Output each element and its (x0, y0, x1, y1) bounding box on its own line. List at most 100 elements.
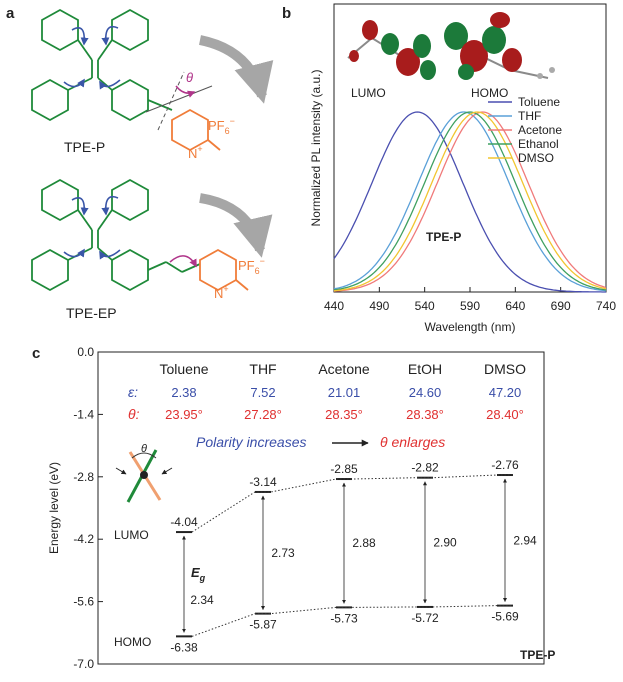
theta-value: 23.95° (165, 407, 203, 422)
gap-value: 2.73 (271, 546, 295, 560)
epsilon-value: 24.60 (409, 385, 442, 400)
legend-label: DMSO (518, 151, 554, 165)
pyridinium-ring (199, 248, 249, 292)
phenyl-ring (41, 8, 79, 52)
panel-a: a θ (6, 5, 274, 321)
panel-a-label: a (6, 5, 15, 22)
phenyl-ring (31, 248, 69, 292)
lumo-value: -4.04 (170, 515, 198, 529)
lumo-axis-label: LUMO (114, 528, 149, 542)
legend-label: Ethanol (518, 137, 559, 151)
rotation-arrows (63, 25, 121, 90)
panel-c: c 0.0 -1.4 -2.8 -4.2 -5.6 -7.0 Energy level (… (32, 345, 555, 671)
epsilon-value: 47.20 (489, 385, 522, 400)
gap-symbol: Eg (191, 565, 206, 583)
counterion: PF6− (208, 116, 235, 136)
gap-value: 2.90 (433, 535, 457, 549)
lumo-value: -3.14 (249, 475, 277, 489)
epsilon-symbol: ε: (128, 384, 138, 400)
tpe-p-structure (31, 8, 173, 122)
solvent-header: Acetone (318, 361, 370, 377)
process-arrow (198, 35, 274, 104)
rotation-arrows (63, 195, 121, 260)
homo-axis-label: HOMO (114, 635, 151, 649)
y-axis-title: Energy level (eV) (47, 462, 61, 554)
homo-value: -5.72 (411, 611, 439, 625)
pl-spectra (333, 111, 607, 293)
pyridinium-n: N+ (214, 284, 229, 301)
phenyl-ring (111, 248, 149, 292)
panel-b-label: b (282, 5, 291, 22)
x-tick-label: 590 (460, 299, 480, 313)
legend-label: Toluene (518, 95, 560, 109)
y-tick-label: -1.4 (73, 407, 94, 421)
homo-value: -5.87 (249, 618, 277, 632)
phenyl-ring (31, 78, 69, 122)
vinyl-rotation-arrow (169, 255, 197, 268)
epsilon-value: 2.38 (171, 385, 196, 400)
lumo-label: LUMO (351, 86, 386, 100)
pyridinium-n: N+ (188, 144, 203, 161)
plot-frame (97, 351, 545, 665)
phenyl-ring (111, 8, 149, 52)
epsilon-value: 21.01 (328, 385, 361, 400)
homo-trend-line (191, 605, 513, 637)
x-tick-label: 640 (505, 299, 525, 313)
phenyl-ring (41, 178, 79, 222)
y-tick-label: -4.2 (73, 532, 94, 546)
lumo-orbital-image (347, 20, 436, 80)
phenyl-ring (111, 78, 149, 122)
y-axis-title: Normalized PL intensity (a.u.) (309, 70, 323, 227)
solvent-header: Toluene (159, 361, 208, 377)
y-tick-label: -5.6 (73, 595, 94, 609)
chart-c-title: TPE-P (520, 648, 555, 662)
theta-symbol: θ: (128, 406, 140, 422)
x-tick-label: 540 (415, 299, 435, 313)
counterion: PF6− (238, 256, 265, 276)
molecule-label-tpe-ep: TPE-EP (66, 305, 117, 321)
trend-polarity: Polarity increases (196, 434, 307, 450)
homo-label: HOMO (471, 86, 508, 100)
pyridinium-ring (171, 108, 221, 152)
gap-value: 2.94 (513, 533, 537, 547)
homo-value: -5.69 (491, 610, 519, 624)
theta-value: 28.40° (486, 407, 524, 422)
x-tick-label: 490 (369, 299, 389, 313)
theta-value: 28.35° (325, 407, 363, 422)
series-line-acetone (333, 111, 607, 292)
series-line-ethanol (333, 111, 607, 291)
tpe-ep-structure (31, 178, 201, 292)
theta-value: 28.38° (406, 407, 444, 422)
gap-value: 2.34 (190, 593, 214, 607)
x-axis: 440 490 540 590 640 690 740 (324, 287, 616, 313)
panel-b: b 440 490 540 590 640 690 740 TolueneTHFAceton… (282, 3, 616, 334)
phenyl-ring (111, 178, 149, 222)
y-tick-label: -2.8 (73, 470, 94, 484)
solvent-header: DMSO (484, 361, 526, 377)
y-tick-label: 0.0 (77, 345, 94, 359)
cross-theta: θ (141, 443, 147, 455)
energy-levels: -4.04 -6.38 2.34 -3.14 -5.87 2.73 -2.85 -5.73 2.… (170, 458, 537, 654)
solvent-header: THF (249, 361, 276, 377)
homo-value: -6.38 (170, 640, 198, 654)
x-tick-label: 440 (324, 299, 344, 313)
epsilon-value: 7.52 (250, 385, 275, 400)
series-line-toluene (333, 111, 606, 293)
lumo-value: -2.76 (491, 458, 519, 472)
legend-label: Acetone (518, 123, 562, 137)
lumo-value: -2.85 (330, 462, 358, 476)
homo-value: -5.73 (330, 611, 358, 625)
legend-label: THF (518, 109, 541, 123)
chart-b-title: TPE-P (426, 230, 461, 244)
molecule-label-tpe-p: TPE-P (64, 139, 105, 155)
solvent-header: EtOH (408, 361, 442, 377)
solvent-table: Toluene 2.38 23.95° THF 7.52 27.28° Acetone 21.… (159, 361, 526, 422)
homo-orbital-image (444, 12, 555, 80)
trend-theta: θ enlarges (380, 434, 445, 450)
y-axis: 0.0 -1.4 -2.8 -4.2 -5.6 -7.0 (73, 345, 103, 671)
gap-value: 2.88 (352, 536, 376, 550)
theta-value: 27.28° (244, 407, 282, 422)
cross-diagram: θ (115, 443, 173, 503)
